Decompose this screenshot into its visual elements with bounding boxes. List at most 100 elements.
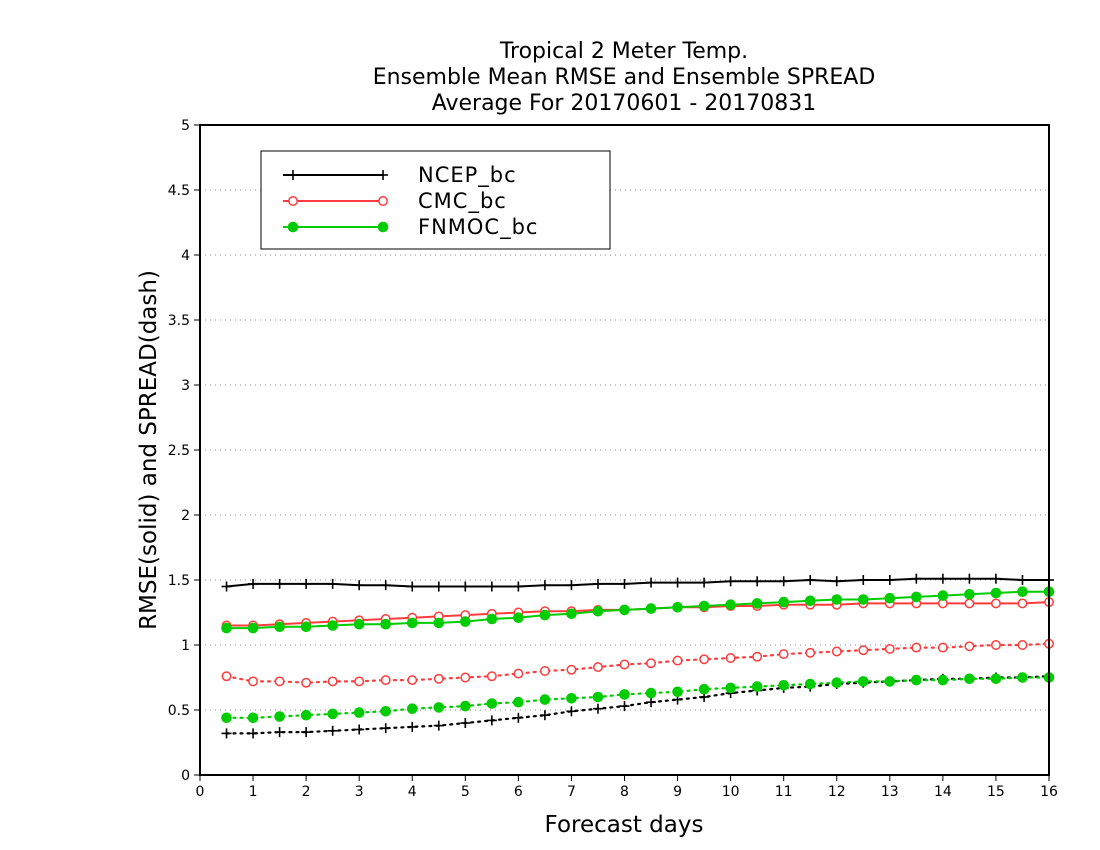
fnmoc-bc-spread-point [857,676,869,687]
ncep-bc-spread-point [646,697,657,708]
cmc-bc-spread-point [805,647,816,658]
legend-marker-cmc-bc [288,196,298,206]
fnmoc-bc-rmse-point [698,600,710,612]
fnmoc-bc-spread-point [566,693,577,704]
ncep-bc-rmse-point [752,576,763,587]
legend-marker-cmc-bc [378,196,388,206]
fnmoc-bc-rmse-point [300,621,312,633]
series-layer [221,573,1055,739]
cmc-bc-spread-point [486,671,497,682]
cmc-bc-spread-point [460,672,471,683]
fnmoc-bc-rmse-point [857,594,869,605]
cmc-bc-spread-line [225,642,1051,684]
x-tick-label: 15 [987,784,1005,800]
cmc-bc-rmse-point [964,598,975,609]
ncep-bc-spread-point [566,706,577,717]
fnmoc-bc-rmse-point [751,598,763,609]
cmc-bc-spread-point [672,655,683,666]
cmc-bc-spread-point [831,646,842,657]
fnmoc-bc-rmse-point [327,620,338,631]
cmc-bc-spread-point [699,654,710,665]
fnmoc-bc-rmse-point [433,617,445,629]
fnmoc-bc-spread-point [964,673,975,685]
fnmoc-bc-rmse-point [964,589,975,600]
ncep-bc-spread-point [619,701,630,712]
cmc-bc-spread-point [380,675,391,686]
ncep-bc-spread-point [274,727,285,738]
fnmoc-bc-rmse-point [1017,586,1028,598]
fnmoc-bc-rmse-point [645,603,657,614]
fnmoc-bc-spread-point [486,698,498,709]
cmc-bc-rmse-point [990,598,1001,609]
fnmoc-bc-rmse-point [990,587,1002,599]
cmc-bc-rmse-line [226,601,1050,627]
ncep-bc-spread-point [592,703,603,714]
fnmoc-bc-rmse-point [911,591,922,603]
y-tick-label: 0.5 [168,703,190,719]
ncep-bc-rmse-point [407,581,418,592]
ncep-bc-rmse-point [990,573,1001,584]
x-tick-label: 8 [620,784,629,800]
legend-label-fnmoc-bc: FNMOC_bc [418,215,538,240]
ncep-bc-rmse-point [327,578,338,589]
ncep-bc-rmse-point [301,578,312,589]
ncep-bc-spread-point [513,712,524,723]
cmc-bc-spread-point [566,664,577,675]
fnmoc-bc-spread-point [300,709,312,721]
fnmoc-bc-spread-point [778,680,789,691]
fnmoc-bc-spread-point [751,681,763,692]
x-tick-label: 16 [1040,784,1058,800]
x-tick-label: 3 [355,784,364,800]
ncep-bc-rmse-point [248,578,259,589]
x-axis-label: Forecast days [545,812,704,838]
y-tick-label: 2 [181,508,190,524]
cmc-bc-spread-point [619,659,630,670]
ncep-bc-spread-point [221,728,232,739]
fnmoc-bc-spread-point [990,673,1002,685]
y-tick-label: 1.5 [168,573,190,589]
x-tick-label: 5 [461,784,470,800]
fnmoc-bc-rmse-point [380,618,392,630]
fnmoc-bc-rmse-point [221,622,232,634]
y-tick-label: 0 [181,768,190,784]
ncep-bc-rmse-point [354,580,365,591]
cmc-bc-spread-point [593,662,603,673]
fnmoc-bc-rmse-point [672,602,683,613]
fnmoc-bc-rmse-line [226,590,1049,630]
chart-title-line-2: Ensemble Mean RMSE and Ensemble SPREAD [373,65,876,90]
fnmoc-bc-spread-point [698,683,710,695]
fnmoc-bc-spread-point [460,700,471,712]
x-tick-label: 4 [408,784,417,800]
fnmoc-bc-spread-point [911,674,922,686]
cmc-bc-spread-point [778,649,789,660]
fnmoc-bc-spread-point [380,706,392,717]
fnmoc-bc-rmse-point [778,596,789,608]
ncep-bc-rmse-point [911,573,922,584]
ncep-bc-rmse-point [486,581,497,592]
ncep-bc-spread-point [301,727,312,738]
fnmoc-bc-rmse-point [937,590,949,601]
ncep-bc-spread-point [433,720,444,731]
legend-marker-fnmoc-bc [287,221,299,233]
ncep-bc-spread-point [486,715,497,726]
ncep-bc-rmse-point [831,576,842,587]
fnmoc-bc-rmse-point [592,605,604,617]
fnmoc-bc-rmse-point [539,609,551,621]
ncep-bc-rmse-point [805,575,816,585]
fnmoc-bc-rmse-point [831,594,843,605]
ncep-bc-rmse-point [858,575,869,585]
ncep-bc-rmse-point [592,578,603,589]
fnmoc-bc-rmse-point [406,617,418,629]
fnmoc-bc-spread-point [672,686,683,698]
x-tick-label: 11 [775,784,793,800]
ncep-bc-rmse-point [460,581,471,592]
fnmoc-bc-rmse-point [353,618,365,630]
chart-title-line-3: Average For 20170601 - 20170831 [432,91,817,116]
cmc-bc-spread-point [964,641,975,652]
ncep-bc-rmse-point [646,577,657,588]
fnmoc-bc-rmse-point [619,604,630,616]
cmc-bc-spread-point [646,658,656,669]
ncep-bc-spread-point [327,725,338,736]
x-tick-label: 7 [567,784,576,800]
